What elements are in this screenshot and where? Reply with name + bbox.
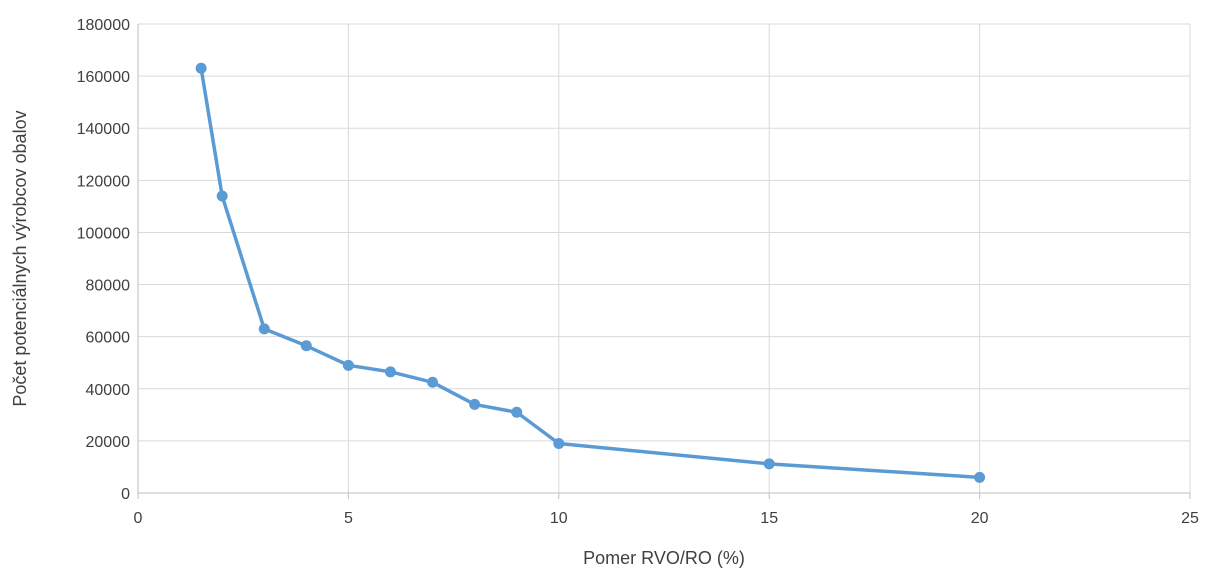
- series-line: [199, 66, 982, 480]
- tick-labels: 0 20000 40000 60000 80000 100000 120000 140000 1…: [77, 17, 1199, 527]
- data-point: [384, 366, 396, 378]
- y-axis-title: Počet potenciálnych výrobcov obalov: [10, 110, 30, 406]
- data-point: [427, 376, 439, 388]
- y-tick-label: 160000: [77, 69, 130, 86]
- axes: [137, 24, 1191, 499]
- data-point: [300, 340, 312, 352]
- data-point: [469, 398, 481, 410]
- x-tick-label: 15: [760, 510, 778, 527]
- x-tick-label: 0: [134, 510, 143, 527]
- data-point: [763, 458, 775, 470]
- x-tick-label: 10: [550, 510, 568, 527]
- gridlines: [138, 23, 1191, 493]
- y-tick-label: 180000: [77, 17, 130, 34]
- y-tick-label: 120000: [77, 173, 130, 190]
- data-point: [511, 406, 523, 418]
- y-tick-label: 20000: [86, 434, 131, 451]
- y-tick-label: 80000: [86, 278, 131, 295]
- y-tick-label: 100000: [77, 225, 130, 242]
- data-point: [195, 62, 207, 74]
- y-tick-label: 0: [121, 486, 130, 503]
- x-tick-label: 20: [971, 510, 989, 527]
- data-point: [974, 471, 986, 483]
- x-tick-label: 5: [344, 510, 353, 527]
- data-point: [553, 437, 565, 449]
- y-tick-label: 40000: [86, 382, 131, 399]
- y-tick-label: 60000: [86, 330, 131, 347]
- x-axis-title: Pomer RVO/RO (%): [583, 548, 745, 568]
- data-point: [258, 323, 270, 335]
- series: [195, 62, 986, 483]
- x-tick-label: 25: [1181, 510, 1199, 527]
- y-tick-label: 140000: [77, 121, 130, 138]
- data-point: [342, 359, 354, 371]
- data-point: [216, 190, 228, 202]
